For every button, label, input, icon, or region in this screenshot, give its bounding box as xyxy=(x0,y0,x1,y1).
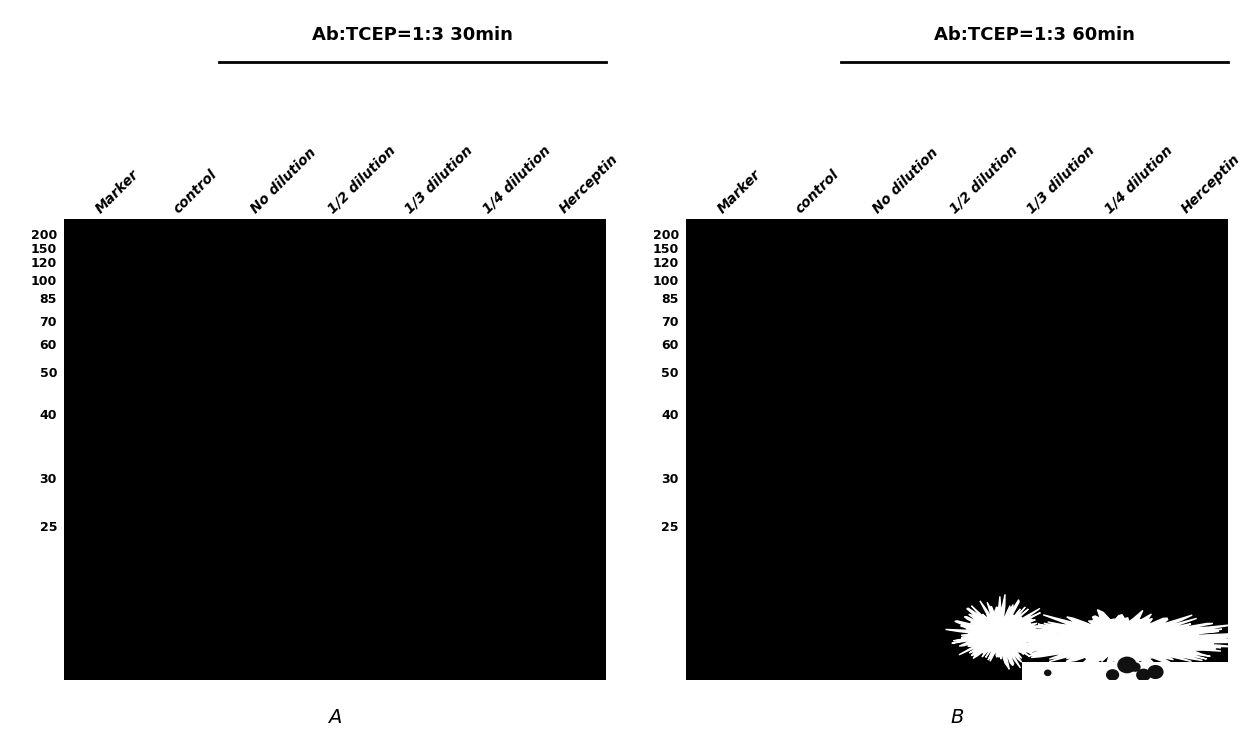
Text: No dilution: No dilution xyxy=(248,145,319,216)
Text: 1/3 dilution: 1/3 dilution xyxy=(403,143,476,216)
Text: control: control xyxy=(792,167,842,216)
Text: 25: 25 xyxy=(40,521,57,534)
Circle shape xyxy=(1106,670,1118,680)
Text: 100: 100 xyxy=(652,275,680,288)
Text: 30: 30 xyxy=(661,473,680,486)
Text: 85: 85 xyxy=(40,293,57,306)
Text: 70: 70 xyxy=(40,317,57,330)
Text: 1/4 dilution: 1/4 dilution xyxy=(1101,143,1174,216)
Text: 70: 70 xyxy=(661,317,680,330)
Polygon shape xyxy=(994,610,1240,673)
Text: 1/4 dilution: 1/4 dilution xyxy=(480,143,553,216)
Circle shape xyxy=(1118,657,1136,673)
Text: Ab:TCEP=1:3 30min: Ab:TCEP=1:3 30min xyxy=(312,26,513,44)
Text: 30: 30 xyxy=(40,473,57,486)
Text: A: A xyxy=(329,708,342,727)
Text: 1/2 dilution: 1/2 dilution xyxy=(947,143,1021,216)
Text: 50: 50 xyxy=(661,367,680,380)
Text: 1/2 dilution: 1/2 dilution xyxy=(325,143,398,216)
Circle shape xyxy=(1148,666,1163,678)
Text: 25: 25 xyxy=(661,521,680,534)
Text: 150: 150 xyxy=(31,243,57,256)
Text: Marker: Marker xyxy=(715,167,764,216)
Circle shape xyxy=(1131,663,1140,671)
Text: 40: 40 xyxy=(40,409,57,422)
Text: control: control xyxy=(171,167,219,216)
Text: 100: 100 xyxy=(31,275,57,288)
Text: Marker: Marker xyxy=(93,167,143,216)
Circle shape xyxy=(1044,670,1050,675)
Text: 40: 40 xyxy=(661,409,680,422)
Text: 200: 200 xyxy=(31,229,57,242)
Text: B: B xyxy=(950,708,963,727)
Text: 50: 50 xyxy=(40,367,57,380)
Text: 120: 120 xyxy=(31,257,57,270)
Text: 1/3 dilution: 1/3 dilution xyxy=(1024,143,1097,216)
Text: Ab:TCEP=1:3 60min: Ab:TCEP=1:3 60min xyxy=(934,26,1135,44)
Polygon shape xyxy=(946,594,1053,670)
Text: No dilution: No dilution xyxy=(869,145,940,216)
Text: Herceptin: Herceptin xyxy=(1179,151,1240,216)
Text: 200: 200 xyxy=(652,229,680,242)
Text: Herceptin: Herceptin xyxy=(557,151,621,216)
Text: 60: 60 xyxy=(40,339,57,352)
Circle shape xyxy=(1137,670,1149,681)
Text: 120: 120 xyxy=(652,257,680,270)
Text: 150: 150 xyxy=(652,243,680,256)
Bar xyxy=(1022,662,1228,680)
Text: 60: 60 xyxy=(661,339,680,352)
Text: 85: 85 xyxy=(661,293,680,306)
